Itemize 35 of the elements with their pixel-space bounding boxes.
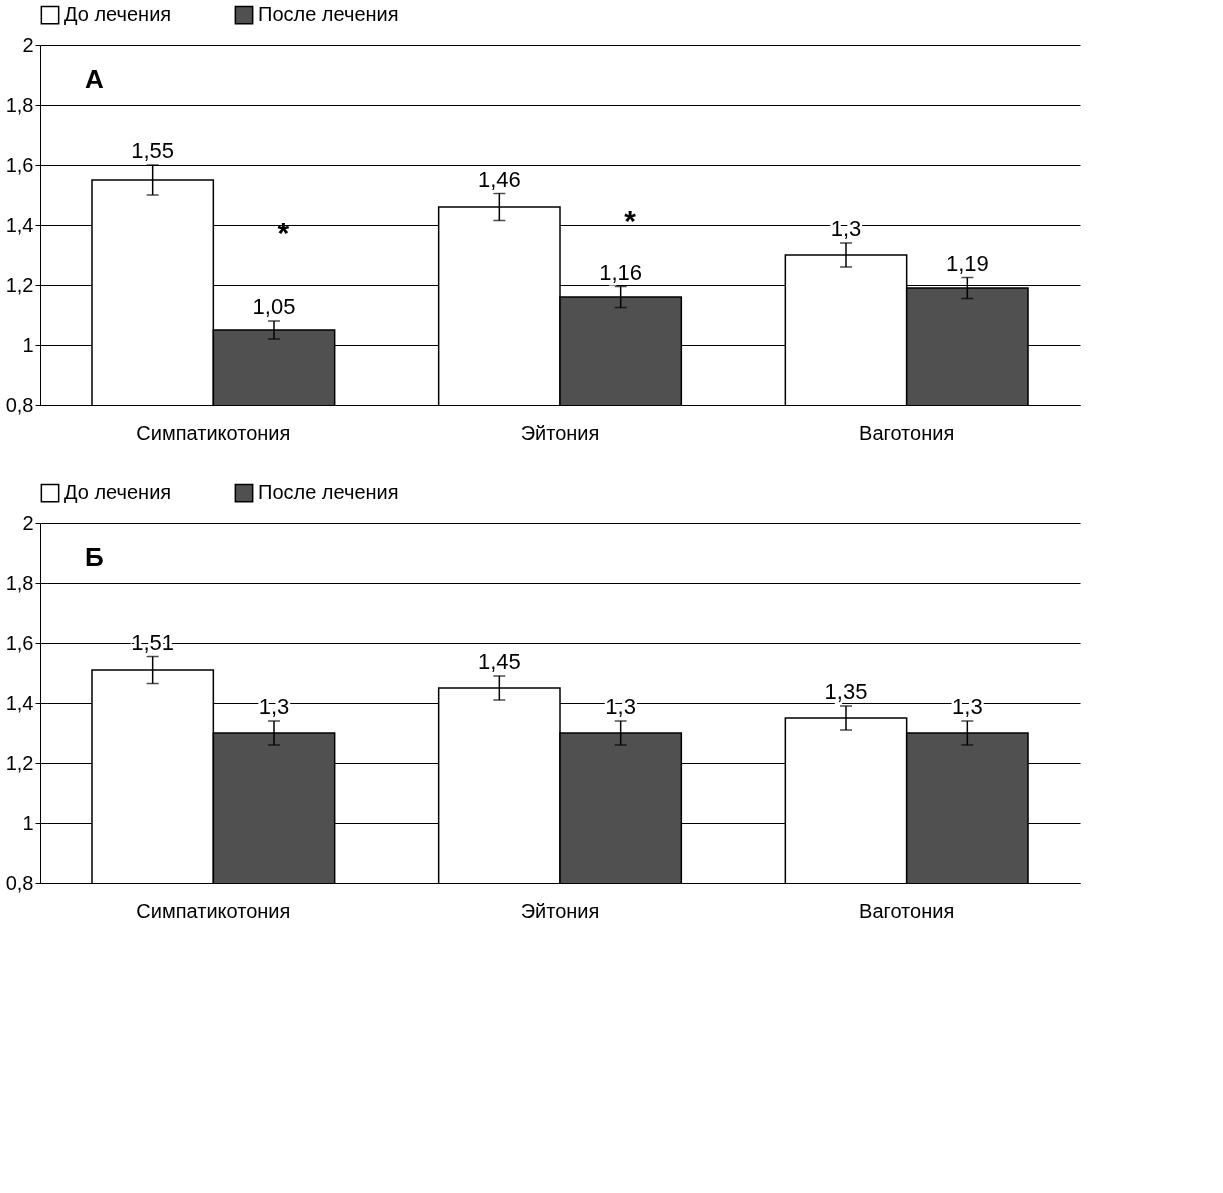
y-tick-label: 1,2 [5,751,34,774]
data-label: 1,05 [252,294,296,319]
data-label: 1,46 [477,166,521,192]
annotation: А [85,64,104,94]
legend-label: После лечения [258,481,399,504]
x-tick-label: Симпатикотония [136,421,291,444]
x-tick-label: Ваготония [859,899,955,922]
y-tick-label: 1,4 [5,213,34,236]
data-label: 1,55 [131,138,175,163]
y-tick-label: 2 [22,511,34,534]
y-tick-label: 1,2 [5,273,34,296]
data-label: 1,16 [599,259,643,285]
y-tick-label: 1,8 [5,93,34,116]
y-tick-label: 1,6 [5,631,34,654]
x-tick-label: Эйтония [520,899,600,922]
y-tick-label: 0,8 [5,393,34,416]
data-label: 1,19 [945,250,989,276]
y-tick-label: 1,6 [5,153,34,176]
y-tick-label: 1,8 [5,571,34,594]
data-label: 1,45 [477,649,521,674]
annotation: Б [85,542,104,572]
annotation: * [624,204,637,237]
x-tick-label: Ваготония [859,421,955,444]
legend-label: После лечения [258,3,399,26]
y-tick-label: 1 [22,811,34,834]
annotation: * [277,216,290,249]
x-tick-label: Симпатикотония [136,899,291,922]
y-tick-label: 1 [22,333,34,356]
data-label: 1,35 [824,679,868,704]
y-tick-label: 1,4 [5,691,34,714]
legend-label: До лечения [64,481,172,504]
legend-label: До лечения [64,3,172,26]
y-tick-label: 2 [22,33,34,56]
y-tick-label: 0,8 [5,871,34,894]
x-tick-label: Эйтония [520,421,600,444]
